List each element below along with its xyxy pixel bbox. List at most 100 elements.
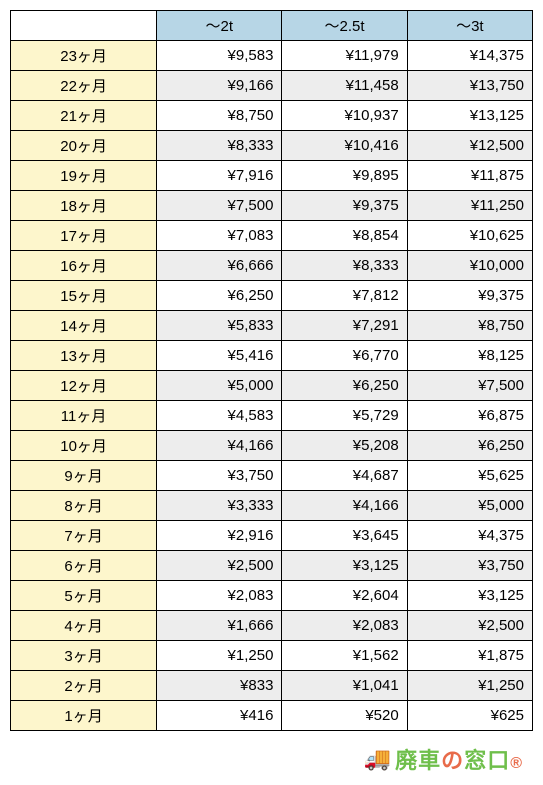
- price-cell: ¥3,125: [282, 551, 407, 581]
- price-cell: ¥5,416: [157, 341, 282, 371]
- price-cell: ¥5,833: [157, 311, 282, 341]
- price-cell: ¥2,604: [282, 581, 407, 611]
- table-row: 9ヶ月¥3,750¥4,687¥5,625: [11, 461, 533, 491]
- price-cell: ¥520: [282, 701, 407, 731]
- price-cell: ¥1,875: [407, 641, 532, 671]
- table-row: 7ヶ月¥2,916¥3,645¥4,375: [11, 521, 533, 551]
- row-header: 8ヶ月: [11, 491, 157, 521]
- corner-cell: [11, 11, 157, 41]
- price-cell: ¥8,333: [282, 251, 407, 281]
- row-header: 22ヶ月: [11, 71, 157, 101]
- price-cell: ¥2,083: [282, 611, 407, 641]
- row-header: 20ヶ月: [11, 131, 157, 161]
- price-cell: ¥7,083: [157, 221, 282, 251]
- price-cell: ¥833: [157, 671, 282, 701]
- price-cell: ¥6,666: [157, 251, 282, 281]
- price-cell: ¥5,625: [407, 461, 532, 491]
- price-cell: ¥11,875: [407, 161, 532, 191]
- price-cell: ¥7,500: [157, 191, 282, 221]
- price-cell: ¥6,875: [407, 401, 532, 431]
- price-cell: ¥10,416: [282, 131, 407, 161]
- price-cell: ¥9,166: [157, 71, 282, 101]
- price-cell: ¥6,250: [407, 431, 532, 461]
- row-header: 9ヶ月: [11, 461, 157, 491]
- price-cell: ¥5,729: [282, 401, 407, 431]
- price-cell: ¥1,562: [282, 641, 407, 671]
- row-header: 3ヶ月: [11, 641, 157, 671]
- price-cell: ¥1,250: [407, 671, 532, 701]
- price-cell: ¥13,750: [407, 71, 532, 101]
- table-row: 19ヶ月¥7,916¥9,895¥11,875: [11, 161, 533, 191]
- footer: 🚚 廃車の窓口®: [10, 743, 533, 775]
- table-row: 17ヶ月¥7,083¥8,854¥10,625: [11, 221, 533, 251]
- price-cell: ¥8,854: [282, 221, 407, 251]
- row-header: 15ヶ月: [11, 281, 157, 311]
- price-cell: ¥9,375: [407, 281, 532, 311]
- col-header: ～3t: [407, 11, 532, 41]
- table-row: 4ヶ月¥1,666¥2,083¥2,500: [11, 611, 533, 641]
- price-cell: ¥6,770: [282, 341, 407, 371]
- price-cell: ¥7,916: [157, 161, 282, 191]
- table-row: 18ヶ月¥7,500¥9,375¥11,250: [11, 191, 533, 221]
- row-header: 10ヶ月: [11, 431, 157, 461]
- row-header: 19ヶ月: [11, 161, 157, 191]
- col-header: ～2.5t: [282, 11, 407, 41]
- row-header: 14ヶ月: [11, 311, 157, 341]
- row-header: 21ヶ月: [11, 101, 157, 131]
- price-cell: ¥11,250: [407, 191, 532, 221]
- price-cell: ¥7,500: [407, 371, 532, 401]
- price-cell: ¥4,166: [157, 431, 282, 461]
- table-row: 3ヶ月¥1,250¥1,562¥1,875: [11, 641, 533, 671]
- price-cell: ¥4,166: [282, 491, 407, 521]
- row-header: 6ヶ月: [11, 551, 157, 581]
- price-cell: ¥3,333: [157, 491, 282, 521]
- row-header: 1ヶ月: [11, 701, 157, 731]
- table-row: 8ヶ月¥3,333¥4,166¥5,000: [11, 491, 533, 521]
- price-table: ～2t ～2.5t ～3t 23ヶ月¥9,583¥11,979¥14,37522…: [10, 10, 533, 731]
- table-row: 14ヶ月¥5,833¥7,291¥8,750: [11, 311, 533, 341]
- row-header: 2ヶ月: [11, 671, 157, 701]
- price-cell: ¥10,000: [407, 251, 532, 281]
- price-cell: ¥8,750: [157, 101, 282, 131]
- price-cell: ¥2,916: [157, 521, 282, 551]
- price-cell: ¥625: [407, 701, 532, 731]
- price-cell: ¥9,583: [157, 41, 282, 71]
- price-cell: ¥3,645: [282, 521, 407, 551]
- price-cell: ¥8,750: [407, 311, 532, 341]
- price-cell: ¥11,979: [282, 41, 407, 71]
- table-row: 20ヶ月¥8,333¥10,416¥12,500: [11, 131, 533, 161]
- row-header: 13ヶ月: [11, 341, 157, 371]
- table-row: 2ヶ月¥833¥1,041¥1,250: [11, 671, 533, 701]
- price-cell: ¥1,250: [157, 641, 282, 671]
- truck-icon: 🚚: [364, 746, 391, 772]
- row-header: 23ヶ月: [11, 41, 157, 71]
- table-row: 6ヶ月¥2,500¥3,125¥3,750: [11, 551, 533, 581]
- row-header: 16ヶ月: [11, 251, 157, 281]
- price-cell: ¥4,583: [157, 401, 282, 431]
- price-cell: ¥5,000: [157, 371, 282, 401]
- price-cell: ¥5,208: [282, 431, 407, 461]
- row-header: 4ヶ月: [11, 611, 157, 641]
- price-cell: ¥9,375: [282, 191, 407, 221]
- row-header: 12ヶ月: [11, 371, 157, 401]
- table-row: 10ヶ月¥4,166¥5,208¥6,250: [11, 431, 533, 461]
- header-row: ～2t ～2.5t ～3t: [11, 11, 533, 41]
- table-row: 5ヶ月¥2,083¥2,604¥3,125: [11, 581, 533, 611]
- price-cell: ¥416: [157, 701, 282, 731]
- table-row: 15ヶ月¥6,250¥7,812¥9,375: [11, 281, 533, 311]
- price-cell: ¥4,375: [407, 521, 532, 551]
- price-cell: ¥8,125: [407, 341, 532, 371]
- col-header: ～2t: [157, 11, 282, 41]
- table-row: 22ヶ月¥9,166¥11,458¥13,750: [11, 71, 533, 101]
- price-cell: ¥12,500: [407, 131, 532, 161]
- price-cell: ¥4,687: [282, 461, 407, 491]
- price-cell: ¥2,500: [407, 611, 532, 641]
- table-row: 1ヶ月¥416¥520¥625: [11, 701, 533, 731]
- row-header: 18ヶ月: [11, 191, 157, 221]
- price-cell: ¥8,333: [157, 131, 282, 161]
- price-cell: ¥7,812: [282, 281, 407, 311]
- price-cell: ¥2,500: [157, 551, 282, 581]
- price-cell: ¥1,041: [282, 671, 407, 701]
- price-cell: ¥10,625: [407, 221, 532, 251]
- price-cell: ¥6,250: [282, 371, 407, 401]
